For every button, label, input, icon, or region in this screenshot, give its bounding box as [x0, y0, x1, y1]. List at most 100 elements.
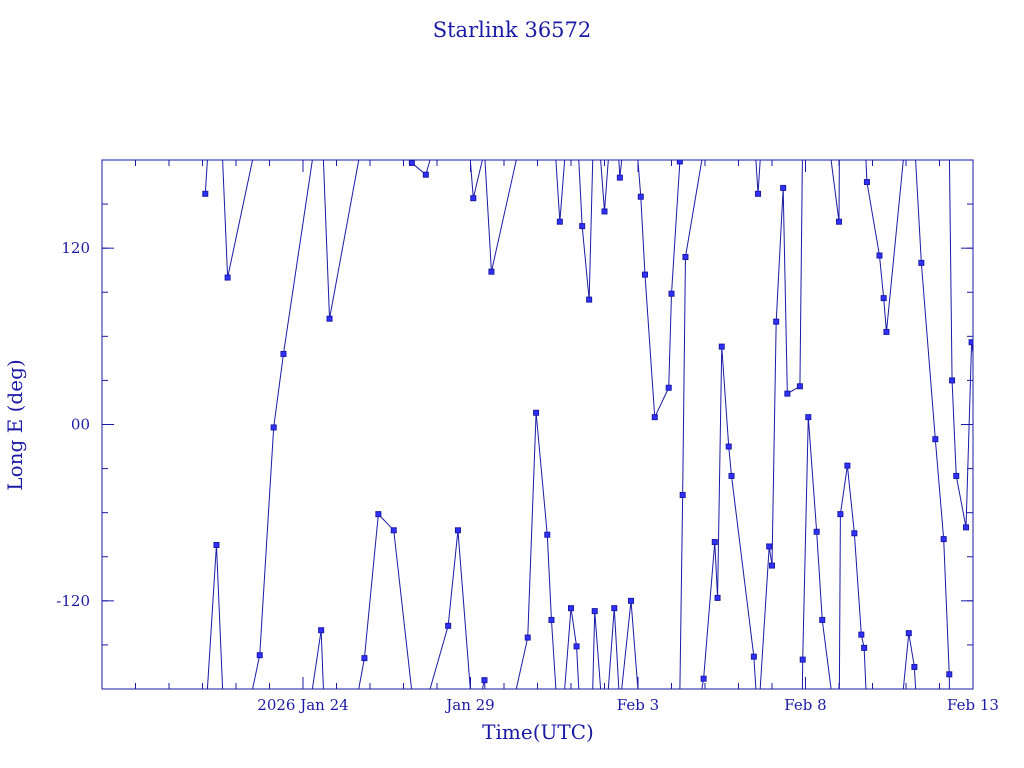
track-segment — [682, 256, 686, 496]
track-segment — [215, 544, 224, 689]
track-segment — [846, 465, 855, 534]
x-axis-label: Time(UTC) — [482, 720, 594, 744]
data-point — [700, 675, 707, 682]
data-point — [728, 472, 735, 479]
track-segment — [883, 298, 887, 332]
data-point — [858, 631, 865, 638]
tick-labels: 2026 Jan 24 Jan 29 Feb 3 Feb 8 Feb 13 -120 00 1… — [56, 239, 999, 714]
track-segment — [821, 619, 832, 689]
data-point — [780, 184, 787, 191]
data-point — [968, 339, 973, 346]
track-segment — [546, 534, 552, 620]
track-segment — [640, 196, 646, 275]
data-point — [470, 195, 477, 202]
track-segment — [322, 160, 331, 319]
data-point — [224, 274, 231, 281]
data-point — [445, 622, 452, 629]
data-point — [601, 208, 608, 215]
track-segment — [1001, 160, 1003, 330]
plot-area — [202, 160, 1012, 689]
track-segment — [259, 427, 275, 656]
data-point — [408, 160, 415, 166]
data-point — [390, 527, 397, 534]
data-point — [725, 443, 732, 450]
track-segment — [866, 181, 880, 256]
data-point — [256, 652, 263, 659]
data-point — [676, 160, 683, 165]
x-tick-label: Feb 8 — [784, 696, 826, 714]
data-point — [750, 653, 757, 660]
data-point — [641, 271, 648, 278]
track-segment — [853, 533, 862, 635]
data-point — [611, 605, 618, 612]
track-segment — [731, 475, 755, 657]
track-segment — [490, 160, 517, 272]
data-point — [422, 171, 429, 178]
track-segment — [948, 160, 953, 381]
track-segment — [971, 342, 973, 358]
track-segment — [768, 546, 773, 566]
track-segment — [807, 417, 818, 532]
track-segment — [227, 160, 254, 278]
track-segment — [1004, 430, 1012, 667]
track-segment — [915, 160, 922, 263]
data-point — [665, 384, 672, 391]
data-point — [579, 223, 586, 230]
data-point — [863, 179, 870, 186]
data-point — [318, 627, 325, 634]
track-segment — [570, 608, 578, 647]
track-segment — [838, 514, 841, 689]
track-segment — [613, 608, 620, 689]
track-segment — [222, 160, 229, 278]
track-segment — [447, 530, 459, 626]
track-segment — [206, 544, 217, 689]
track-segment — [671, 161, 681, 294]
track-segment — [955, 475, 967, 528]
data-point — [837, 511, 844, 518]
y-tick-label: 00 — [71, 416, 90, 434]
data-point — [651, 414, 658, 421]
track-segment — [802, 417, 809, 660]
data-point — [784, 390, 791, 397]
track-segment — [621, 600, 632, 689]
series-lines — [204, 160, 1012, 689]
track-segment — [564, 608, 572, 689]
track-segment — [885, 160, 904, 332]
data-point — [586, 296, 593, 303]
track-segment — [679, 495, 684, 689]
data-point — [637, 193, 644, 200]
data-point — [883, 328, 890, 335]
x-tick-label: 2026 Jan 24 — [257, 696, 348, 714]
data-point — [940, 536, 947, 543]
track-segment — [204, 160, 208, 194]
data-point — [953, 472, 960, 479]
track-segment — [878, 255, 885, 299]
track-segment — [535, 412, 548, 535]
track-segment — [668, 293, 672, 388]
data-point — [679, 492, 686, 499]
data-point — [880, 295, 887, 302]
data-point — [616, 174, 623, 181]
data-point — [548, 616, 555, 623]
track-segment — [908, 633, 915, 668]
data-point — [202, 190, 209, 197]
track-segment — [282, 160, 313, 355]
data-point — [524, 634, 531, 641]
data-point — [946, 671, 953, 678]
data-point — [905, 630, 912, 637]
data-point — [568, 605, 574, 612]
track-segment — [755, 160, 759, 194]
track-segment — [965, 342, 973, 528]
data-point — [481, 677, 488, 684]
data-point — [668, 290, 675, 297]
track-segment — [990, 330, 1001, 559]
track-segment — [429, 625, 449, 689]
chart-title: Starlink 36572 — [433, 18, 592, 42]
track-segment — [581, 226, 590, 300]
track-segment — [684, 160, 703, 258]
y-tick-label: -120 — [56, 592, 90, 610]
track-segment — [644, 274, 656, 418]
track-segment — [588, 160, 594, 300]
track-segment — [527, 412, 537, 638]
